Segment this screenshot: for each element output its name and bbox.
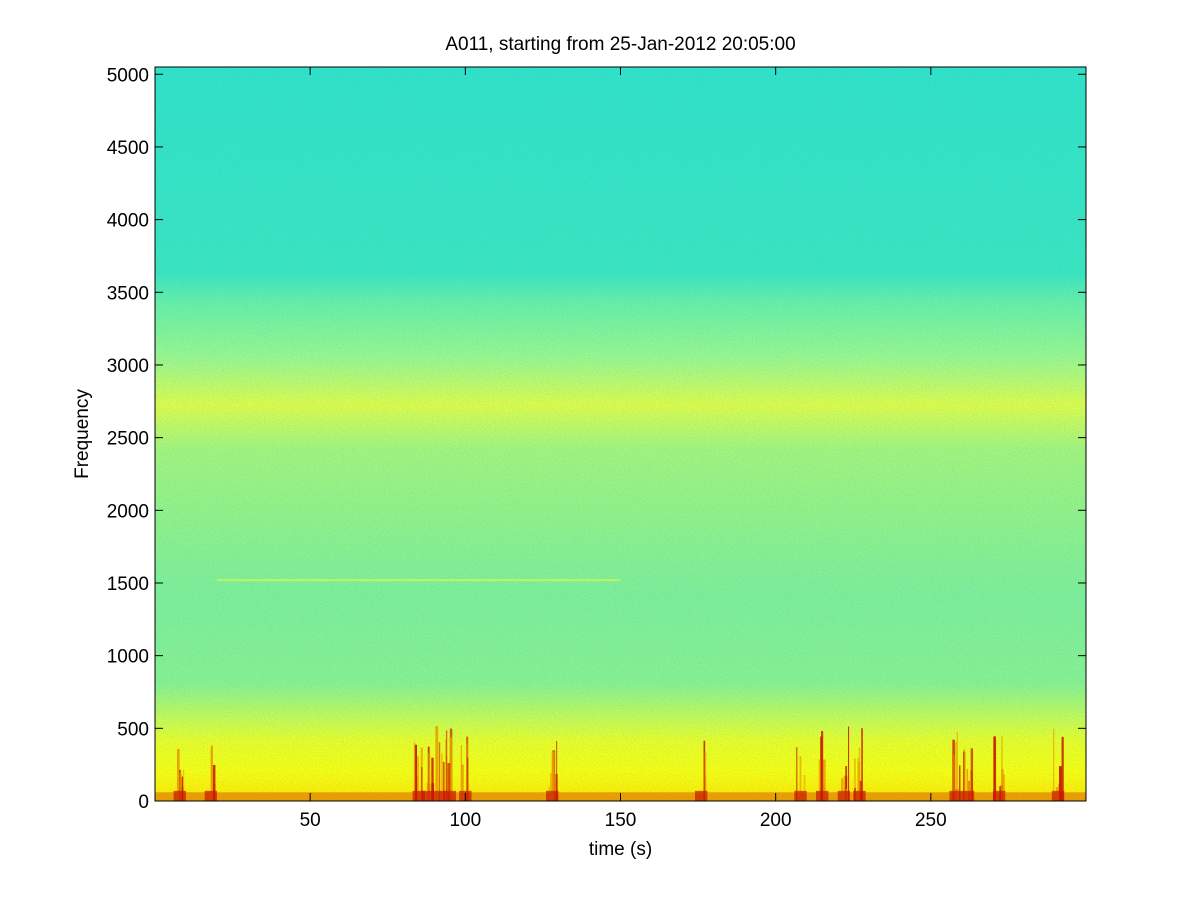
burst-262s [961,748,975,801]
x-tick-label: 200 [760,810,792,831]
burst-258s [949,731,962,801]
axes: 50 100 150 200 25005001000150020002500300035… [107,65,1087,831]
y-tick-label: 3500 [107,283,149,304]
burst-92s [434,726,447,801]
y-tick-label: 1000 [107,647,149,668]
spectrogram-noise [155,67,1086,801]
y-tick-label: 5000 [107,65,149,86]
burst-272s [992,736,1006,801]
y-tick-label: 2500 [107,429,149,450]
x-tick-label: 150 [605,810,637,831]
burst-176s [694,740,708,801]
burst-291s [1051,728,1065,801]
burst-18s [204,745,218,801]
burst-8s [173,748,187,801]
burst-227s [853,728,866,801]
plot-area [155,67,1086,801]
y-tick-label: 0 [138,792,149,813]
x-tick-label: 50 [300,810,321,831]
y-tick-label: 1500 [107,574,149,595]
chart-title: A011, starting from 25-Jan-2012 20:05:00 [445,34,795,55]
y-tick-label: 4500 [107,138,149,159]
x-tick-label: 100 [449,810,481,831]
y-tick-label: 2000 [107,501,149,522]
burst-88s [421,746,435,801]
burst-208s [794,747,807,801]
y-tick-label: 4000 [107,211,149,232]
burst-222s [837,726,851,801]
burst-95s [443,728,457,801]
burst-215s [816,731,829,801]
burst-128s [546,740,559,801]
x-axis-label: time (s) [589,839,652,860]
y-tick-label: 3000 [107,356,149,377]
x-tick-label: 250 [915,810,947,831]
burst-85s [412,742,425,801]
y-axis-label: Frequency [72,389,93,479]
y-tick-label: 500 [117,719,149,740]
